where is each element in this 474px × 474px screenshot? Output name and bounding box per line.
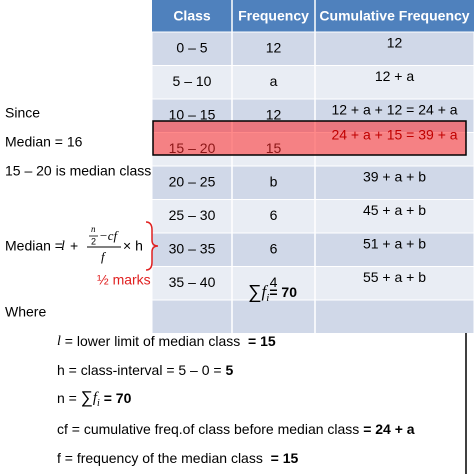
cell: 12 + a	[375, 68, 415, 84]
f: f	[93, 390, 99, 406]
cell: 12	[266, 39, 282, 55]
cell: 12	[266, 106, 282, 122]
desc: f = frequency of the median class	[57, 450, 271, 466]
row-bg	[151, 31, 474, 66]
where-line: n = ∑fi = 70	[57, 388, 132, 409]
header-cell: Cumulative Frequency	[319, 8, 469, 24]
cell: b	[270, 173, 278, 189]
marks-note: ½ marks	[97, 272, 151, 288]
where-title: Where	[5, 304, 46, 320]
cell: 12	[387, 34, 403, 50]
formula-l: l	[61, 239, 65, 254]
formula-cf: −cf	[99, 228, 120, 243]
where-line: l = lower limit of median class = 15	[57, 333, 276, 350]
formula-label: Median =	[5, 238, 63, 254]
total-i: i	[266, 292, 269, 304]
cell: 55 + a + b	[363, 269, 426, 285]
cell: 25 – 30	[169, 207, 216, 223]
cell: 24 + a + 15 = 39 + a	[331, 127, 457, 143]
since: Since	[5, 105, 40, 121]
formula-plus: +	[70, 238, 78, 254]
row-bg	[151, 266, 474, 301]
cell: 12 + a + 12 = 24 + a	[331, 101, 457, 117]
formula-f: f	[101, 249, 107, 264]
header-bg	[152, 0, 474, 32]
total-sum: ∑	[248, 282, 262, 303]
cell: 0 – 5	[176, 39, 207, 55]
table: Class Frequency Cumulative Frequency 0 – 5 1…	[151, 0, 474, 334]
cell: 6	[270, 207, 278, 223]
i: i	[97, 398, 100, 409]
value: = 15	[271, 450, 299, 466]
header-cell: Class	[173, 8, 211, 24]
brace	[145, 221, 159, 271]
row-bg	[151, 65, 474, 100]
desc: h = class-interval = 5 – 0 =	[57, 362, 225, 378]
var: l	[57, 334, 61, 349]
value: = 24 + a	[363, 421, 415, 437]
cell: 30 – 35	[169, 240, 216, 256]
desc: n =	[57, 390, 81, 406]
cell: a	[270, 73, 278, 89]
cell: 4	[270, 274, 278, 290]
cell: 5 – 10	[173, 73, 212, 89]
total: ∑fi= 70	[248, 282, 297, 304]
where-line: f = frequency of the median class = 15	[57, 450, 298, 466]
cell: 39 + a + b	[363, 168, 426, 184]
sum: ∑	[81, 388, 93, 407]
row-bg	[151, 299, 474, 334]
cell: 20 – 25	[169, 173, 216, 189]
value: = 70	[100, 390, 132, 406]
cell: 51 + a + b	[363, 235, 426, 251]
where-line: cf = cumulative freq.of class before med…	[57, 421, 415, 437]
value: = 15	[248, 333, 276, 349]
formula-two: 2	[91, 236, 96, 246]
highlight	[152, 120, 467, 156]
row-bg	[151, 199, 474, 234]
desc: cf = cumulative freq.of class before med…	[57, 421, 363, 437]
header-cell: Frequency	[238, 8, 309, 24]
total-value: = 70	[269, 284, 297, 300]
total-f: f	[262, 282, 269, 301]
median-class: 15 – 20 is median class	[5, 163, 151, 179]
median-given: Median = 16	[5, 134, 83, 150]
formula-times: × h	[123, 238, 143, 254]
cell: 10 – 15	[169, 106, 216, 122]
desc: = lower limit of median class	[61, 333, 248, 349]
formula-n: n	[91, 224, 96, 234]
where-line: h = class-interval = 5 – 0 = 5	[57, 362, 233, 378]
cell: 6	[270, 240, 278, 256]
cell: 35 – 40	[169, 274, 216, 290]
cell: 45 + a + b	[363, 202, 426, 218]
value: 5	[225, 362, 233, 378]
